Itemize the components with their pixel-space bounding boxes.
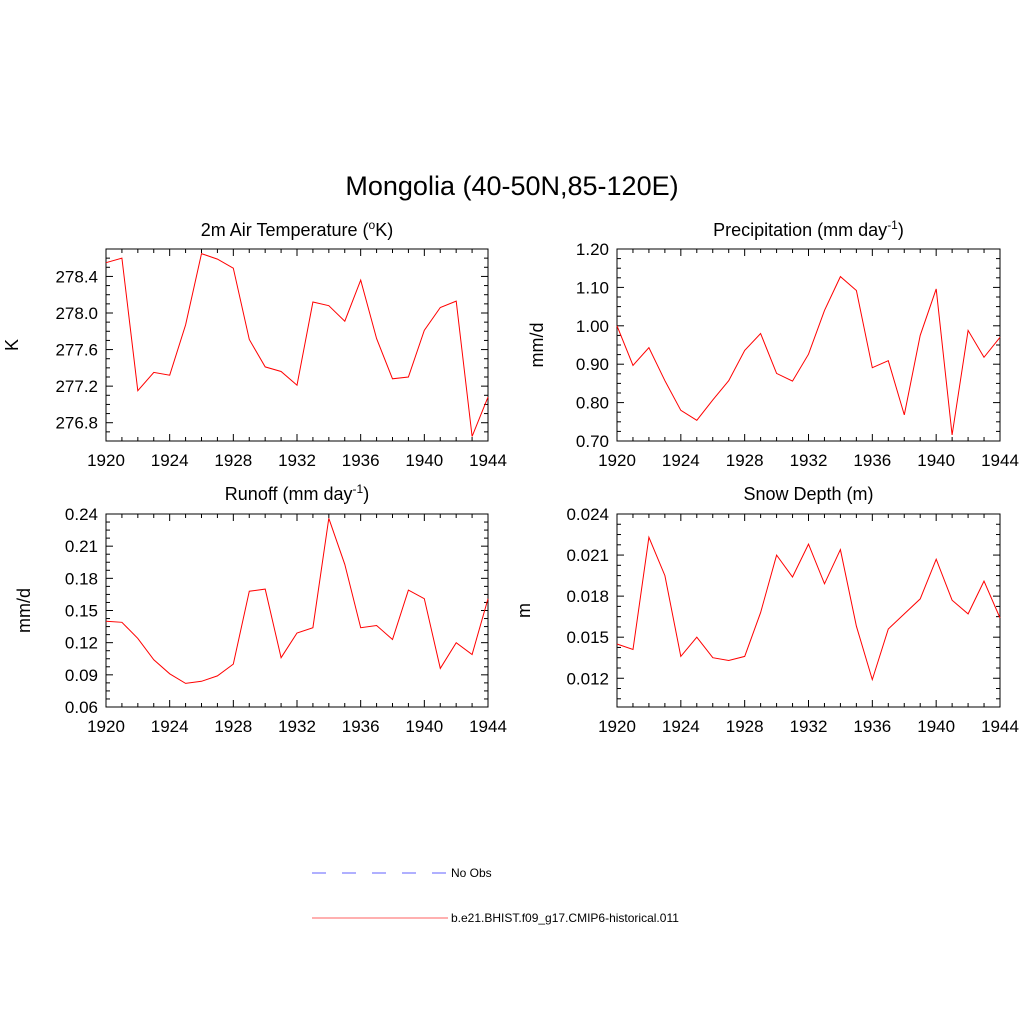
- y-tick-label: 1.00: [576, 317, 609, 336]
- x-tick-label: 1940: [405, 451, 443, 470]
- x-tick-label: 1944: [981, 451, 1019, 470]
- plot-frame: [105, 513, 489, 708]
- x-tick-label: 1920: [87, 451, 125, 470]
- legend-label-model: b.e21.BHIST.f09_g17.CMIP6-historical.011: [451, 911, 679, 925]
- plot-frame: [105, 248, 489, 442]
- y-tick-label: 0.21: [65, 537, 98, 556]
- y-tick-label: 0.15: [65, 602, 98, 621]
- x-tick-label: 1944: [981, 717, 1019, 736]
- series-line: [105, 518, 489, 684]
- x-tick-label: 1924: [151, 451, 189, 470]
- x-tick-label: 1936: [342, 451, 380, 470]
- y-tick-label: 0.024: [566, 505, 609, 524]
- y-tick-label: 278.0: [55, 304, 98, 323]
- y-tick-label: 0.012: [566, 669, 609, 688]
- y-tick-label: 0.09: [65, 666, 98, 685]
- y-tick-label: 0.80: [576, 394, 609, 413]
- y-tick-label: 277.2: [55, 377, 98, 396]
- panel-runoff: Runoff (mm day-1) mm/d 1920 1924 1928 1932 193…: [14, 482, 507, 736]
- y-tick-label: 278.4: [55, 267, 98, 286]
- y-axis-label: mm/d: [527, 323, 547, 368]
- x-tick-label: 1932: [278, 717, 316, 736]
- y-axis-label: mm/d: [14, 588, 34, 633]
- panel-precipitation: Precipitation (mm day-1) mm/d 1920 1924 1928…: [527, 218, 1019, 470]
- y-tick-label: 276.8: [55, 414, 98, 433]
- y-tick-label: 0.06: [65, 698, 98, 717]
- y-tick-label: 0.12: [65, 634, 98, 653]
- y-tick-label: 277.6: [55, 341, 98, 360]
- legend-label-no-obs: No Obs: [451, 866, 492, 880]
- y-tick-label: 0.018: [566, 587, 609, 606]
- series-line: [616, 275, 1001, 435]
- x-tick-label: 1920: [598, 451, 636, 470]
- x-tick-label: 1940: [917, 451, 955, 470]
- panel-title: Runoff (mm day-1): [225, 482, 369, 504]
- x-tick-label: 1944: [469, 451, 507, 470]
- x-tick-label: 1920: [598, 717, 636, 736]
- x-tick-label: 1932: [790, 717, 828, 736]
- y-tick-label: 0.015: [566, 628, 609, 647]
- x-tick-label: 1936: [853, 717, 891, 736]
- x-tick-label: 1940: [917, 717, 955, 736]
- x-tick-label: 1924: [151, 717, 189, 736]
- y-axis-label: K: [2, 339, 22, 351]
- x-tick-label: 1928: [726, 717, 764, 736]
- y-tick-label: 1.20: [576, 240, 609, 259]
- x-tick-label: 1924: [662, 451, 700, 470]
- series-line: [616, 535, 1001, 682]
- x-tick-label: 1944: [469, 717, 507, 736]
- plot-frame: [616, 513, 1001, 708]
- y-tick-label: 0.70: [576, 432, 609, 451]
- x-tick-label: 1932: [278, 451, 316, 470]
- x-tick-label: 1932: [790, 451, 828, 470]
- x-tick-label: 1940: [405, 717, 443, 736]
- x-tick-label: 1936: [342, 717, 380, 736]
- panel-air-temperature: 2m Air Temperature (oK) K 1920 1924 1928 1932…: [2, 218, 507, 470]
- y-tick-label: 1.10: [576, 278, 609, 297]
- main-title: Mongolia (40-50N,85-120E): [345, 171, 678, 201]
- x-tick-label: 1924: [662, 717, 700, 736]
- y-tick-label: 0.18: [65, 569, 98, 588]
- panel-snow-depth: Snow Depth (m) m 1920 1924 1928 1932 1936 1940 1…: [514, 484, 1019, 736]
- y-tick-label: 0.90: [576, 355, 609, 374]
- y-tick-label: 0.021: [566, 546, 609, 565]
- panel-title: 2m Air Temperature (oK): [201, 218, 393, 240]
- x-tick-label: 1928: [214, 451, 252, 470]
- x-tick-label: 1928: [726, 451, 764, 470]
- y-axis-label: m: [514, 603, 534, 618]
- legend: No Obs b.e21.BHIST.f09_g17.CMIP6-histori…: [312, 866, 679, 925]
- y-tick-label: 0.24: [65, 505, 98, 524]
- series-line: [105, 252, 489, 437]
- x-tick-label: 1936: [853, 451, 891, 470]
- panel-title: Snow Depth (m): [743, 484, 873, 504]
- x-tick-label: 1920: [87, 717, 125, 736]
- x-tick-label: 1928: [214, 717, 252, 736]
- panel-title: Precipitation (mm day-1): [713, 218, 904, 240]
